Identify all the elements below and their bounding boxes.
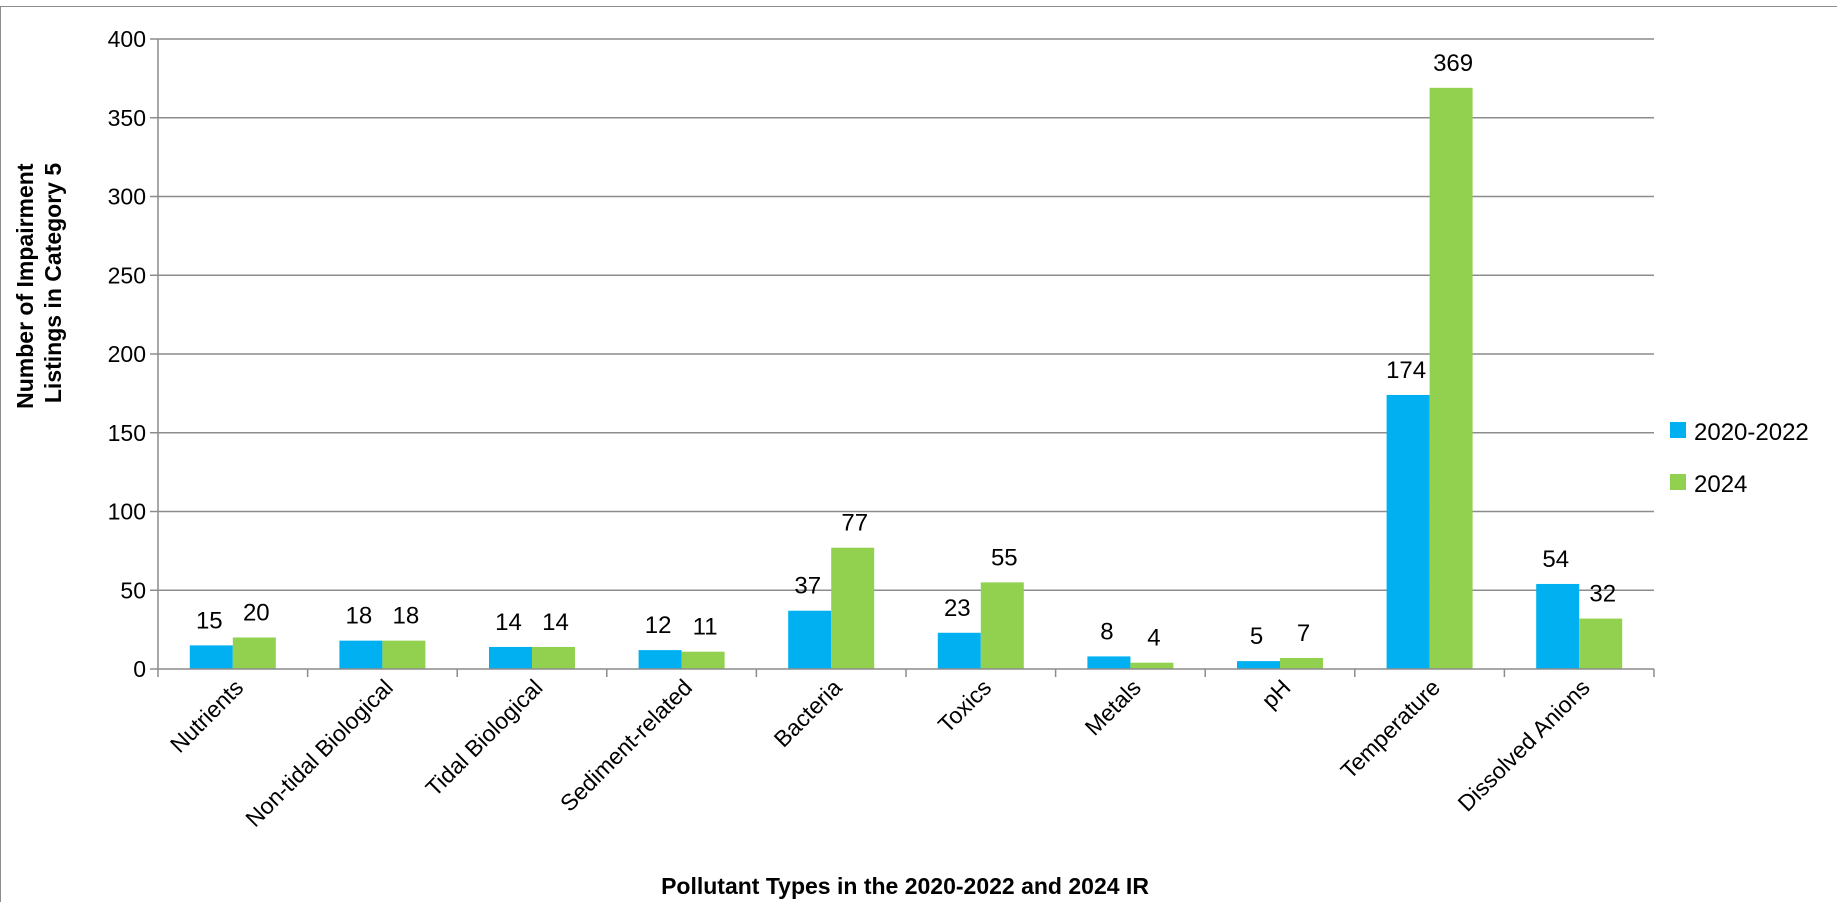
bar-nutrients-2024: [232, 637, 276, 669]
legend-swatch-2020-2022: [1670, 422, 1686, 438]
bar-nutrients-2020-2022: [189, 645, 233, 669]
data-label-bacteria-2024: 77: [841, 510, 868, 537]
bar-non-tidal-biological-2020-2022: [339, 640, 383, 669]
bar-tidal-biological-2024: [532, 646, 575, 669]
bar-toxics-2024: [980, 582, 1024, 669]
data-label-nutrients-2024: 20: [243, 600, 270, 627]
data-label-metals-2024: 4: [1147, 625, 1160, 652]
chart-frame: [0, 6, 1837, 902]
axes: [150, 38, 1655, 677]
data-label-ph-2020-2022: 5: [1250, 623, 1263, 650]
data-label-tidal-biological-2024: 14: [542, 609, 569, 636]
x-tick-label-dissolved-anions: Dissolved Anions: [1452, 674, 1594, 816]
legend: 2020-2022 2024: [1670, 419, 1809, 498]
data-label-bacteria-2020-2022: 37: [794, 573, 821, 600]
legend-swatch-2024: [1670, 474, 1686, 490]
y-tick-label-150: 150: [108, 420, 146, 446]
bar-non-tidal-biological-2024: [382, 640, 426, 669]
bar-sediment-related-2024: [681, 651, 725, 669]
data-label-toxics-2024: 55: [991, 544, 1018, 571]
data-label-dissolved-anions-2020-2022: 54: [1542, 546, 1569, 573]
data-label-ph-2024: 7: [1297, 620, 1310, 647]
y-tick-label-200: 200: [108, 341, 146, 367]
data-label-sediment-related-2024: 11: [693, 614, 718, 641]
y-tick-label-350: 350: [108, 105, 146, 131]
bar-metals-2024: [1130, 662, 1174, 669]
y-tick-labels: 0 50 100 150 200 250 300 350 400: [108, 26, 146, 682]
data-label-dissolved-anions-2024: 32: [1589, 581, 1616, 608]
y-axis-title-line-2: Listings in Category 5: [40, 163, 66, 403]
bar-metals-2020-2022: [1087, 656, 1131, 669]
x-tick-label-tidal-biological: Tidal Biological: [420, 674, 547, 801]
data-label-sediment-related-2020-2022: 12: [645, 612, 672, 639]
gridlines: [158, 38, 1654, 591]
y-axis-title-line-1: Number of Impairment: [12, 163, 38, 409]
bars: [189, 87, 1623, 669]
legend-label-2020-2022: 2020-2022: [1694, 419, 1809, 446]
data-label-metals-2020-2022: 8: [1100, 618, 1113, 645]
bar-bacteria-2020-2022: [788, 610, 832, 669]
data-label-non-tidal-biological-2024: 18: [393, 603, 420, 630]
x-tick-label-non-tidal-biological: Non-tidal Biological: [240, 674, 398, 832]
bar-ph-2024: [1280, 657, 1323, 669]
x-tick-label-nutrients: Nutrients: [165, 674, 248, 757]
bar-dissolved-anions-2020-2022: [1536, 583, 1580, 669]
bar-tidal-biological-2020-2022: [489, 646, 532, 669]
data-label-non-tidal-biological-2020-2022: 18: [346, 603, 373, 630]
x-tick-label-toxics: Toxics: [933, 674, 997, 738]
data-label-temperature-2020-2022: 174: [1386, 357, 1426, 384]
y-tick-label-300: 300: [108, 184, 146, 210]
y-tick-label-0: 0: [133, 656, 146, 682]
data-label-toxics-2020-2022: 23: [944, 595, 971, 622]
legend-label-2024: 2024: [1694, 471, 1747, 498]
x-tick-label-ph: pH: [1256, 674, 1295, 713]
x-axis-title: Pollutant Types in the 2020-2022 and 202…: [661, 873, 1149, 899]
x-tick-label-temperature: Temperature: [1335, 674, 1445, 784]
bar-temperature-2024: [1429, 87, 1473, 669]
bar-temperature-2020-2022: [1386, 394, 1430, 669]
x-tick-label-sediment-related: Sediment-related: [555, 674, 697, 816]
y-tick-label-250: 250: [108, 262, 146, 288]
y-tick-label-50: 50: [120, 577, 146, 603]
x-tick-label-metals: Metals: [1080, 674, 1146, 740]
y-axis-title: Number of Impairment Listings in Categor…: [12, 157, 66, 409]
bar-sediment-related-2020-2022: [638, 650, 682, 669]
bar-ph-2020-2022: [1237, 661, 1280, 669]
y-tick-label-400: 400: [108, 26, 146, 52]
data-label-nutrients-2020-2022: 15: [196, 607, 223, 634]
bar-toxics-2020-2022: [937, 632, 981, 669]
x-tick-label-bacteria: Bacteria: [769, 674, 847, 752]
data-label-temperature-2024: 369: [1433, 50, 1473, 77]
data-labels: 15 20 18 18 14 14 12 11 37 77 23 55 8 4 5 7 174 369 54 32: [196, 50, 1616, 652]
data-label-tidal-biological-2020-2022: 14: [495, 609, 522, 636]
bar-bacteria-2024: [831, 547, 875, 669]
y-tick-label-100: 100: [108, 499, 146, 525]
bar-dissolved-anions-2024: [1579, 618, 1623, 669]
